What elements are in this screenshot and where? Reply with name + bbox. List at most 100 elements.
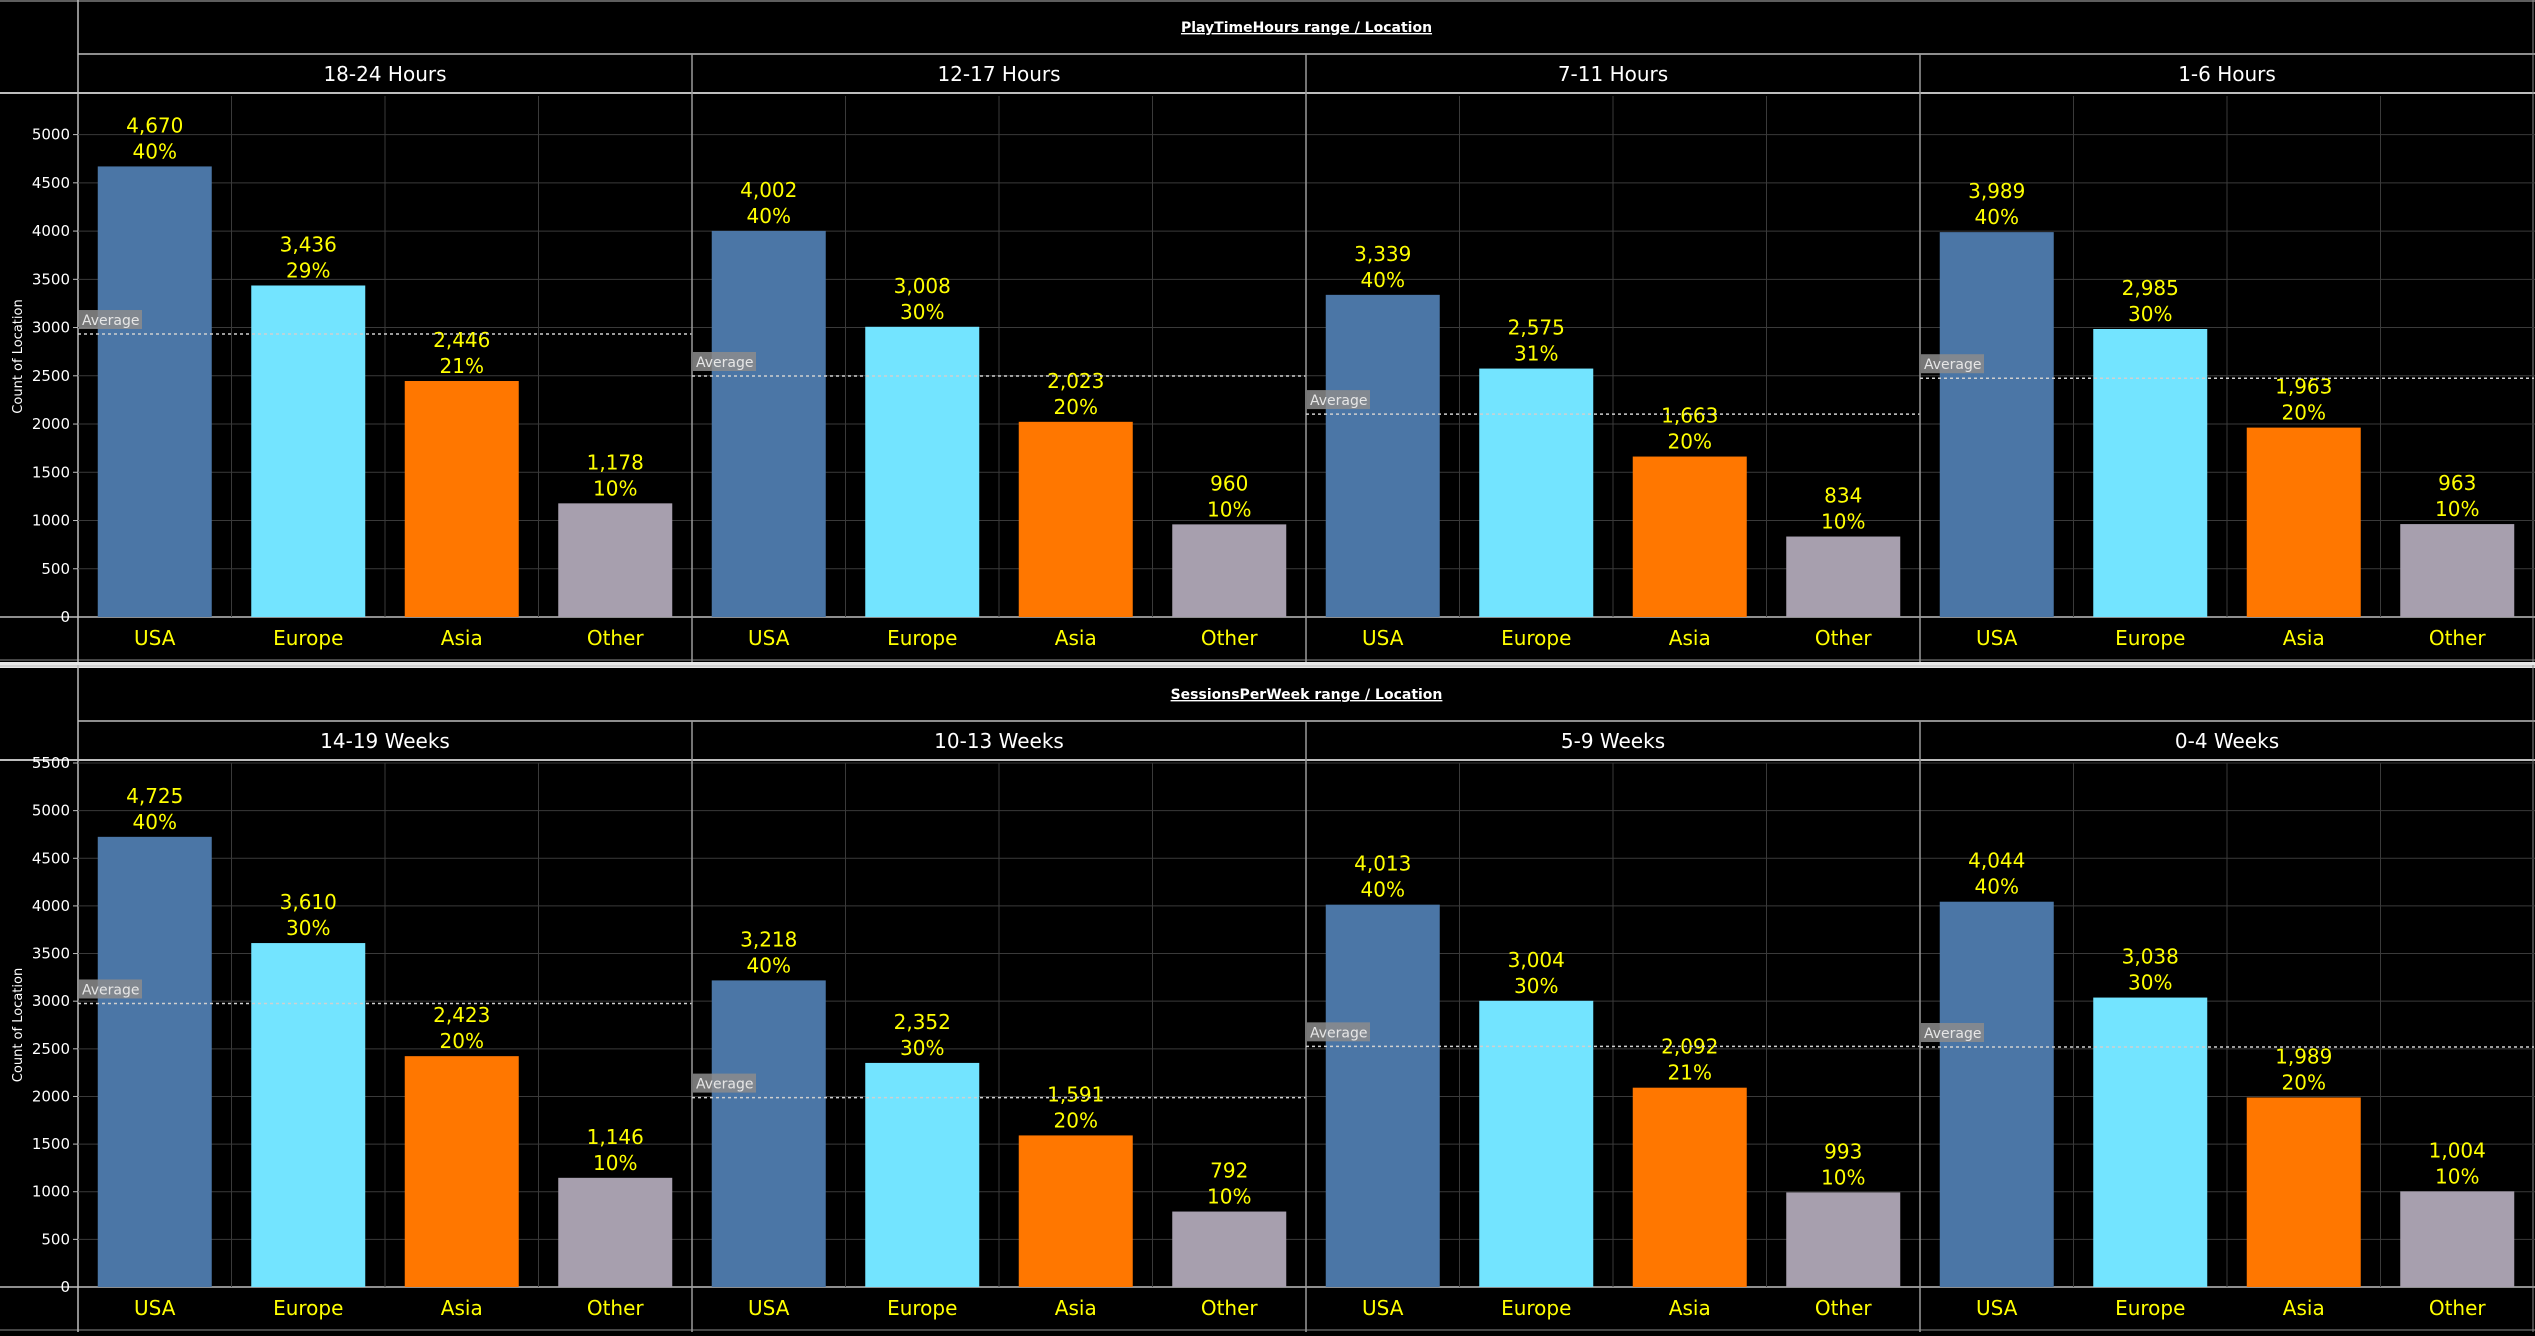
bar-other [558, 503, 673, 617]
panel-header: 12-17 Hours [937, 62, 1060, 86]
y-tick-label: 2000 [32, 1087, 70, 1105]
bar-value-label: 1,178 [587, 450, 644, 474]
bar-value-label: 1,989 [2275, 1045, 2332, 1069]
y-tick-label: 500 [41, 1230, 70, 1248]
bar-percent-label: 10% [1821, 510, 1865, 534]
bar-other [1172, 524, 1287, 617]
bar-europe [1479, 368, 1594, 617]
bar-value-label: 4,044 [1968, 849, 2025, 873]
x-tick-label: USA [1976, 1296, 2018, 1320]
y-tick-label: 0 [60, 1278, 70, 1296]
x-tick-label: Other [2429, 626, 2487, 650]
y-tick-label: 3500 [32, 270, 70, 288]
x-tick-label: Asia [1055, 626, 1097, 650]
panel-header: 10-13 Weeks [934, 729, 1064, 753]
bar-percent-label: 30% [2128, 971, 2172, 995]
bar-percent-label: 20% [1054, 1108, 1098, 1132]
bar-other [1786, 536, 1901, 617]
y-tick-label: 3000 [32, 992, 70, 1010]
bar-other [558, 1177, 673, 1287]
bar-europe [865, 326, 980, 617]
y-tick-label: 2500 [32, 1040, 70, 1058]
x-tick-label: Other [587, 1296, 645, 1320]
bar-europe [251, 285, 366, 617]
bar-percent-label: 21% [1668, 1061, 1712, 1085]
x-tick-label: Other [587, 626, 645, 650]
bar-usa [1939, 901, 2054, 1287]
bar-usa [97, 166, 212, 617]
y-tick-label: 2500 [32, 367, 70, 385]
bar-value-label: 1,004 [2429, 1138, 2486, 1162]
average-label: Average [82, 982, 140, 998]
x-tick-label: Asia [1669, 626, 1711, 650]
bar-percent-label: 20% [1668, 430, 1712, 454]
bar-value-label: 1,663 [1661, 404, 1718, 428]
bar-usa [711, 980, 826, 1287]
average-label-box [693, 1073, 756, 1093]
average-label: Average [1924, 1026, 1982, 1042]
y-tick-label: 4000 [32, 222, 70, 240]
bar-percent-label: 20% [2282, 1071, 2326, 1095]
bar-other [2400, 1191, 2515, 1287]
bar-percent-label: 30% [1514, 974, 1558, 998]
bar-other [1786, 1192, 1901, 1287]
y-tick-label: 4500 [32, 849, 70, 867]
bar-value-label: 792 [1210, 1159, 1248, 1183]
x-tick-label: Europe [887, 1296, 957, 1320]
bar-usa [1325, 294, 1440, 617]
x-tick-label: Other [1815, 626, 1873, 650]
panel-header: 7-11 Hours [1558, 62, 1668, 86]
panel-header: 1-6 Hours [2178, 62, 2276, 86]
bar-value-label: 1,591 [1047, 1082, 1104, 1106]
x-tick-label: Asia [2283, 1296, 2325, 1320]
panel-header: 18-24 Hours [323, 62, 446, 86]
bar-europe [865, 1062, 980, 1287]
bar-percent-label: 21% [440, 354, 484, 378]
y-tick-label: 1500 [32, 463, 70, 481]
x-tick-label: USA [1976, 626, 2018, 650]
average-label-box [693, 351, 756, 371]
bar-percent-label: 30% [286, 916, 330, 940]
chart-section-2: SessionsPerWeek range / Location Count of… [0, 665, 2535, 1332]
bar-value-label: 2,423 [433, 1003, 490, 1027]
bar-percent-label: 10% [593, 1151, 637, 1175]
bar-percent-label: 20% [1054, 395, 1098, 419]
y-tick-label: 1000 [32, 512, 70, 530]
bar-usa [711, 230, 826, 617]
y-tick-label: 5000 [32, 802, 70, 820]
bar-other [2400, 524, 2515, 617]
bar-percent-label: 40% [1975, 875, 2019, 899]
bar-value-label: 1,146 [587, 1125, 644, 1149]
x-tick-label: Asia [1055, 1296, 1097, 1320]
bar-value-label: 2,985 [2122, 276, 2179, 300]
bar-percent-label: 10% [2435, 1164, 2479, 1188]
x-tick-label: Europe [1501, 1296, 1571, 1320]
x-tick-label: Europe [1501, 626, 1571, 650]
bar-europe [251, 943, 366, 1287]
x-tick-label: Asia [1669, 1296, 1711, 1320]
x-tick-label: USA [1362, 1296, 1404, 1320]
bar-value-label: 960 [1210, 471, 1248, 495]
bar-value-label: 993 [1824, 1139, 1862, 1163]
bar-value-label: 2,352 [894, 1010, 951, 1034]
bar-value-label: 3,218 [740, 927, 797, 951]
average-label: Average [696, 355, 754, 371]
y-tick-label: 1500 [32, 1135, 70, 1153]
average-label-box [1921, 354, 1984, 374]
bar-value-label: 2,575 [1508, 316, 1565, 340]
average-label-box [79, 979, 142, 999]
x-tick-label: Europe [273, 626, 343, 650]
section-separator [0, 662, 2535, 668]
bar-percent-label: 40% [747, 953, 791, 977]
bar-percent-label: 30% [2128, 302, 2172, 326]
x-tick-label: USA [1362, 626, 1404, 650]
x-tick-label: Asia [441, 1296, 483, 1320]
bar-percent-label: 20% [2282, 401, 2326, 425]
y-tick-label: 500 [41, 560, 70, 578]
bar-percent-label: 30% [900, 1036, 944, 1060]
x-tick-label: Europe [2115, 626, 2185, 650]
x-tick-label: Europe [2115, 1296, 2185, 1320]
